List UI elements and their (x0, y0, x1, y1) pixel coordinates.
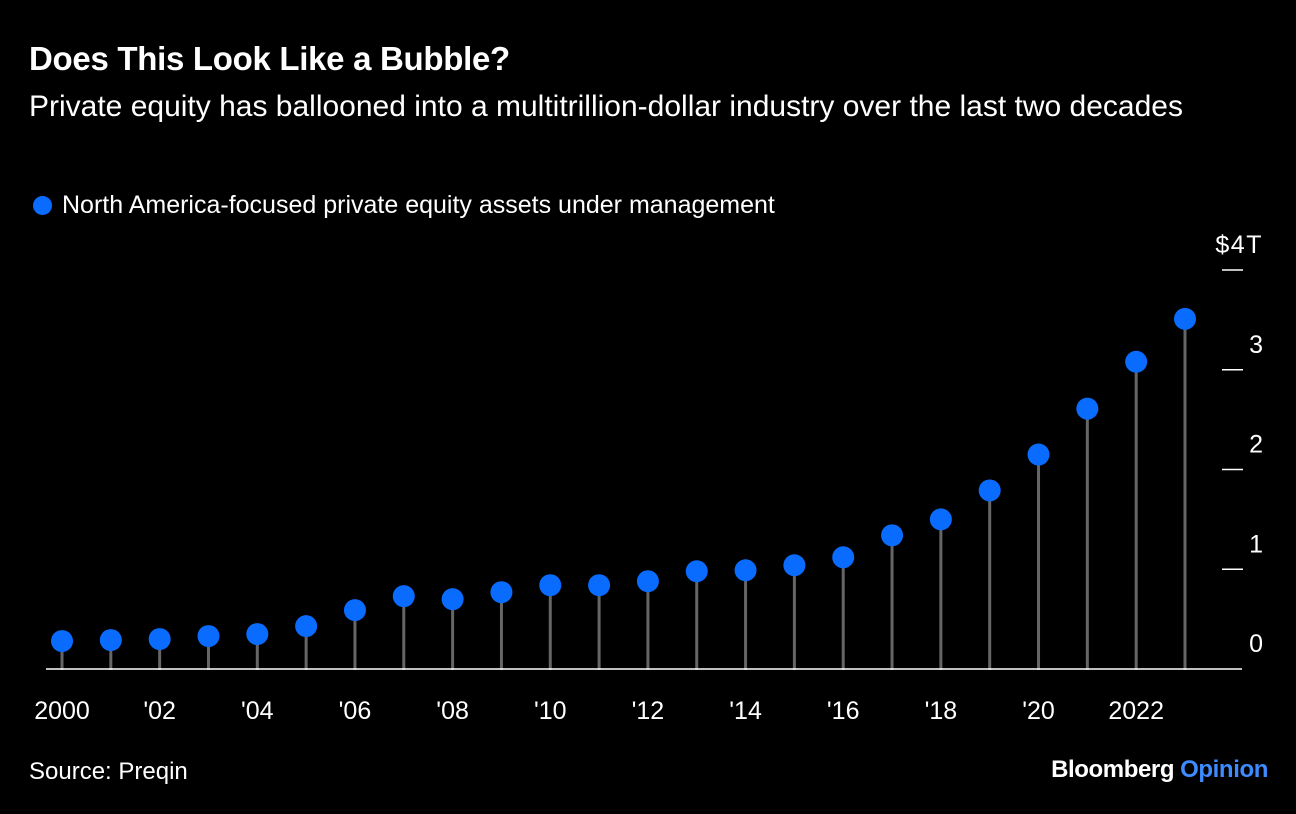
x-tick-label: '04 (241, 697, 274, 725)
data-point (636, 570, 659, 593)
data-point (539, 574, 562, 597)
data-point (246, 623, 269, 646)
data-point (1027, 443, 1050, 466)
data-point (197, 625, 220, 648)
data-point (1076, 397, 1099, 420)
data-point (343, 599, 366, 622)
y-tick-label: 0 (1249, 630, 1263, 658)
chart-title: Does This Look Like a Bubble? (29, 40, 510, 77)
data-point (929, 508, 952, 531)
data-point (392, 585, 415, 608)
brand-accent: Opinion (1180, 756, 1268, 783)
data-point (99, 629, 122, 652)
data-point (490, 581, 513, 604)
x-tick-label: '16 (827, 697, 860, 725)
y-tick-label: 2 (1249, 431, 1263, 459)
x-tick-label: '06 (339, 697, 372, 725)
brand-logo: Bloomberg Opinion (1051, 756, 1268, 784)
data-point (148, 628, 171, 651)
data-point (588, 574, 611, 597)
y-tick-label: 1 (1249, 530, 1263, 558)
x-tick-label: '12 (632, 697, 665, 725)
x-tick-label: 2022 (1108, 697, 1164, 725)
data-point (51, 630, 73, 653)
x-tick-label: '08 (436, 697, 469, 725)
data-point (685, 560, 708, 583)
x-tick-label: '14 (729, 697, 762, 725)
x-tick-label: 2000 (34, 697, 90, 725)
data-point (441, 588, 464, 611)
x-tick-label: '10 (534, 697, 567, 725)
data-point (881, 524, 904, 547)
x-tick-label: '02 (143, 697, 176, 725)
legend-swatch-icon (33, 196, 52, 215)
data-point (1174, 307, 1196, 330)
y-tick-label: $4T (1215, 231, 1263, 259)
chart-subtitle: Private equity has ballooned into a mult… (29, 90, 1183, 123)
x-tick-label: '18 (925, 697, 958, 725)
data-point (734, 559, 757, 582)
legend: North America-focused private equity ass… (33, 191, 775, 220)
brand-main: Bloomberg (1051, 756, 1175, 783)
x-tick-label: '20 (1022, 697, 1055, 725)
source-note: Source: Preqin (29, 758, 188, 785)
legend-label: North America-focused private equity ass… (62, 191, 775, 219)
data-point (832, 546, 855, 569)
data-point (978, 479, 1001, 502)
data-point (1125, 350, 1148, 373)
data-point (295, 615, 318, 638)
data-point (783, 554, 806, 577)
y-tick-label: 3 (1249, 331, 1263, 359)
